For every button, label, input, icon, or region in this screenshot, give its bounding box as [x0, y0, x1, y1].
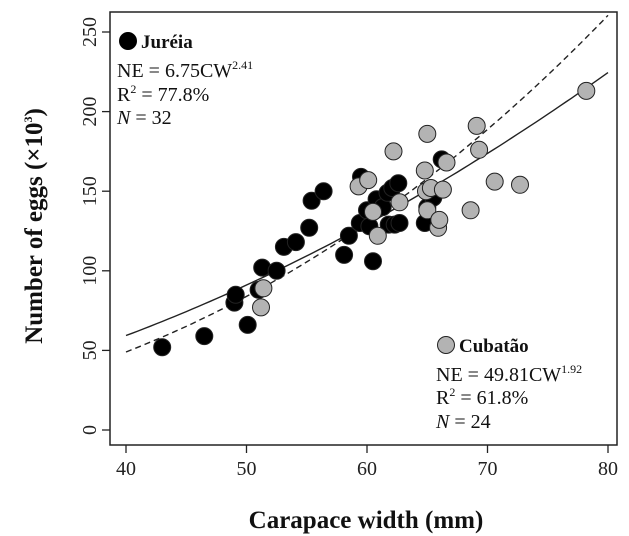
point-cubatao — [364, 202, 382, 221]
plot-frame — [109, 11, 618, 446]
point-cubatao — [433, 180, 452, 199]
legend-label-jureia: Juréia — [141, 32, 193, 53]
point-cubatao — [461, 201, 480, 220]
point-cubatao — [359, 171, 378, 190]
point-jureia — [226, 285, 245, 304]
n-jureia: N = 32 — [116, 107, 172, 129]
legend-jureia: Juréia NE = 6.75CW2.41 R2 = 77.8% N = 32 — [116, 32, 253, 129]
y-tick-label: 200 — [79, 97, 101, 127]
point-jureia — [302, 191, 321, 210]
r2-cubatao: R2 = 61.8% — [436, 385, 528, 409]
x-axis-title: Carapace width (mm) — [249, 507, 484, 534]
point-cubatao — [418, 201, 437, 220]
legend-label-cubatao: Cubatão — [459, 336, 529, 357]
point-jureia — [286, 233, 305, 252]
point-jureia — [153, 338, 172, 357]
y-axis-title: Number of eggs (×103) — [21, 108, 48, 344]
n-cubatao: N = 24 — [435, 411, 491, 433]
y-tick-label: 0 — [79, 425, 101, 435]
equation-cubatao: NE = 49.81CW1.92 — [436, 362, 582, 386]
y-tick-label: 150 — [79, 176, 101, 206]
x-tick-label: 80 — [598, 458, 618, 480]
point-jureia — [314, 182, 333, 201]
point-cubatao — [418, 124, 437, 143]
x-tick-label: 50 — [237, 458, 257, 480]
point-cubatao — [254, 279, 273, 298]
point-cubatao — [511, 175, 529, 194]
point-jureia — [195, 327, 214, 346]
x-tick-label: 40 — [116, 458, 136, 480]
point-cubatao — [437, 153, 456, 172]
x-axis: 40 50 60 70 80 — [116, 445, 618, 480]
point-cubatao — [252, 298, 270, 317]
x-tick-label: 60 — [357, 458, 377, 480]
y-tick-label: 250 — [79, 17, 101, 47]
y-axis: 0 50 100 150 200 250 — [79, 17, 110, 435]
data-points — [153, 81, 596, 357]
point-jureia — [238, 315, 257, 334]
point-cubatao — [390, 193, 409, 212]
point-jureia — [390, 214, 409, 232]
point-cubatao — [577, 81, 596, 100]
point-cubatao — [384, 142, 403, 161]
point-cubatao — [485, 172, 504, 191]
equation-jureia: NE = 6.75CW2.41 — [117, 58, 253, 82]
y-tick-label: 50 — [79, 340, 101, 360]
point-jureia — [335, 245, 354, 264]
point-cubatao — [368, 226, 387, 245]
point-cubatao — [415, 161, 434, 180]
point-jureia — [300, 218, 319, 237]
x-tick-label: 70 — [478, 458, 498, 480]
point-cubatao — [467, 116, 486, 135]
point-jureia — [364, 252, 382, 271]
r2-jureia: R2 = 77.8% — [117, 82, 209, 106]
legend-marker-jureia — [119, 32, 137, 50]
point-cubatao — [470, 140, 489, 159]
legend-marker-cubatao — [437, 336, 455, 354]
point-jureia — [339, 226, 358, 245]
point-cubatao — [430, 210, 449, 229]
point-jureia — [389, 174, 408, 193]
y-tick-label: 100 — [79, 256, 101, 286]
legend-cubatao: Cubatão NE = 49.81CW1.92 R2 = 61.8% N = … — [435, 336, 582, 433]
point-jureia — [267, 261, 286, 280]
